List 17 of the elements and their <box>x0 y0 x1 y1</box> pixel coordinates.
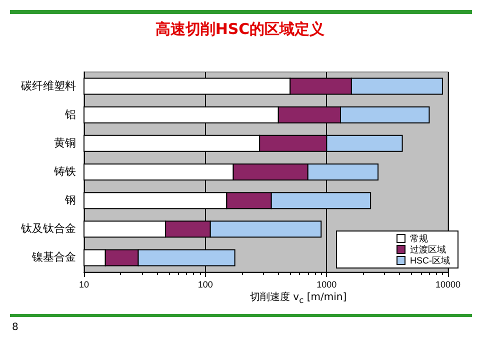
x-tick-label: 10000 <box>435 280 461 290</box>
x-tick-label: 10 <box>78 280 90 290</box>
y-tick-label: 铸铁 <box>53 166 76 178</box>
y-tick-label: 钛及钛合金 <box>20 222 76 236</box>
x-tick-label: 1000 <box>316 280 337 290</box>
x-tick-label: 100 <box>198 280 213 290</box>
legend-label: 常规 <box>410 234 428 244</box>
y-tick-label: 黄铜 <box>54 136 76 150</box>
chart-title: 高速切削HSC的区域定义 <box>154 20 326 39</box>
text: 8 <box>12 322 18 333</box>
y-tick-label: 钢 <box>64 194 76 207</box>
x-axis-title: 切削速度 v$_{c}$ [m/min] <box>250 290 347 305</box>
legend-label: HSC-区域 <box>410 256 450 266</box>
y-tick-label: 碳纤维塑料 <box>20 79 76 92</box>
y-tick-label: 铝 <box>64 108 76 121</box>
y-tick-label: 镍基合金 <box>31 250 76 264</box>
legend-label: 过渡区域 <box>410 244 446 254</box>
